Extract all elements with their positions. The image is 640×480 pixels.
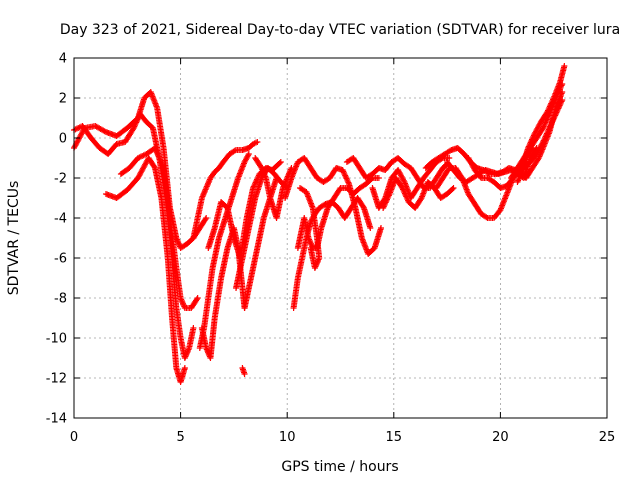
data-point <box>273 175 280 181</box>
data-point <box>375 175 382 181</box>
series-track-5 <box>190 139 261 241</box>
y-tick-label: -2 <box>54 172 67 187</box>
grid-layer <box>74 58 607 418</box>
data-point-marker <box>483 214 490 221</box>
data-point-marker <box>417 196 424 203</box>
x-axis-label: GPS time / hours <box>281 459 398 475</box>
data-point-marker <box>231 147 238 154</box>
data-point-marker <box>548 99 555 106</box>
data-point <box>194 295 201 301</box>
series-track-15 <box>290 195 374 311</box>
data-point-marker <box>400 177 407 184</box>
data-point-marker <box>458 173 465 180</box>
data-point-marker <box>245 152 252 159</box>
data-point <box>378 225 385 231</box>
data-point <box>203 215 210 221</box>
data-point-marker <box>151 163 158 170</box>
y-tick-label: -10 <box>46 332 67 347</box>
x-tick-label: 25 <box>599 430 616 445</box>
chart-title: Day 323 of 2021, Sidereal Day-to-day VTE… <box>60 22 620 38</box>
x-tick-label: 0 <box>70 430 78 445</box>
series-track-17 <box>343 155 451 191</box>
data-point <box>190 325 197 331</box>
data-point-marker <box>276 160 283 166</box>
y-tick-label: -12 <box>46 372 67 387</box>
data-point <box>181 365 188 371</box>
data-point-marker <box>101 128 108 135</box>
series-track-27 <box>514 89 566 181</box>
x-tick-label: 20 <box>492 430 509 445</box>
data-point-marker <box>131 122 138 129</box>
series-track-13 <box>282 155 385 257</box>
series-track-19 <box>380 175 457 211</box>
x-tick-label: 10 <box>279 430 296 445</box>
series-track-12 <box>239 365 248 377</box>
x-tick-label: 5 <box>176 430 184 445</box>
plot-frame <box>73 57 608 419</box>
series-track-10 <box>241 175 280 311</box>
series-track-25 <box>518 63 568 171</box>
series-track-11 <box>252 155 295 221</box>
data-point-marker <box>135 115 142 122</box>
series-track-3 <box>102 155 188 385</box>
y-axis-label: SDTVAR / TECUs <box>6 181 22 296</box>
data-point <box>254 139 261 145</box>
data-point-marker <box>449 186 456 192</box>
y-tick-label: -6 <box>54 252 67 267</box>
data-point <box>241 371 248 377</box>
y-tick-label: 2 <box>59 92 67 107</box>
x-tick-label: 15 <box>386 430 403 445</box>
data-point-marker <box>360 203 367 210</box>
data-point <box>450 185 457 191</box>
data-points-layer <box>71 63 568 385</box>
data-point <box>367 225 374 231</box>
y-tick-label: -4 <box>54 212 67 227</box>
data-point <box>307 245 314 251</box>
data-point <box>245 151 252 157</box>
series-track-16 <box>296 185 323 271</box>
data-point <box>561 63 568 69</box>
ticks-layer: 0 5 10 15 20 25 -14 -12 -10 -8 -6 -4 -2 0 2 4 <box>46 52 616 446</box>
y-tick-label: -8 <box>54 292 67 307</box>
series-track-6 <box>196 151 252 351</box>
data-point <box>446 155 453 161</box>
y-tick-label: 0 <box>59 132 67 147</box>
data-point-marker <box>545 106 552 113</box>
data-point-marker <box>202 216 209 223</box>
data-point-marker <box>193 296 200 303</box>
data-point <box>559 89 566 95</box>
y-tick-label: -14 <box>46 412 67 427</box>
series-track-4 <box>117 145 201 311</box>
y-tick-label: 4 <box>59 52 67 67</box>
data-point <box>277 159 284 165</box>
